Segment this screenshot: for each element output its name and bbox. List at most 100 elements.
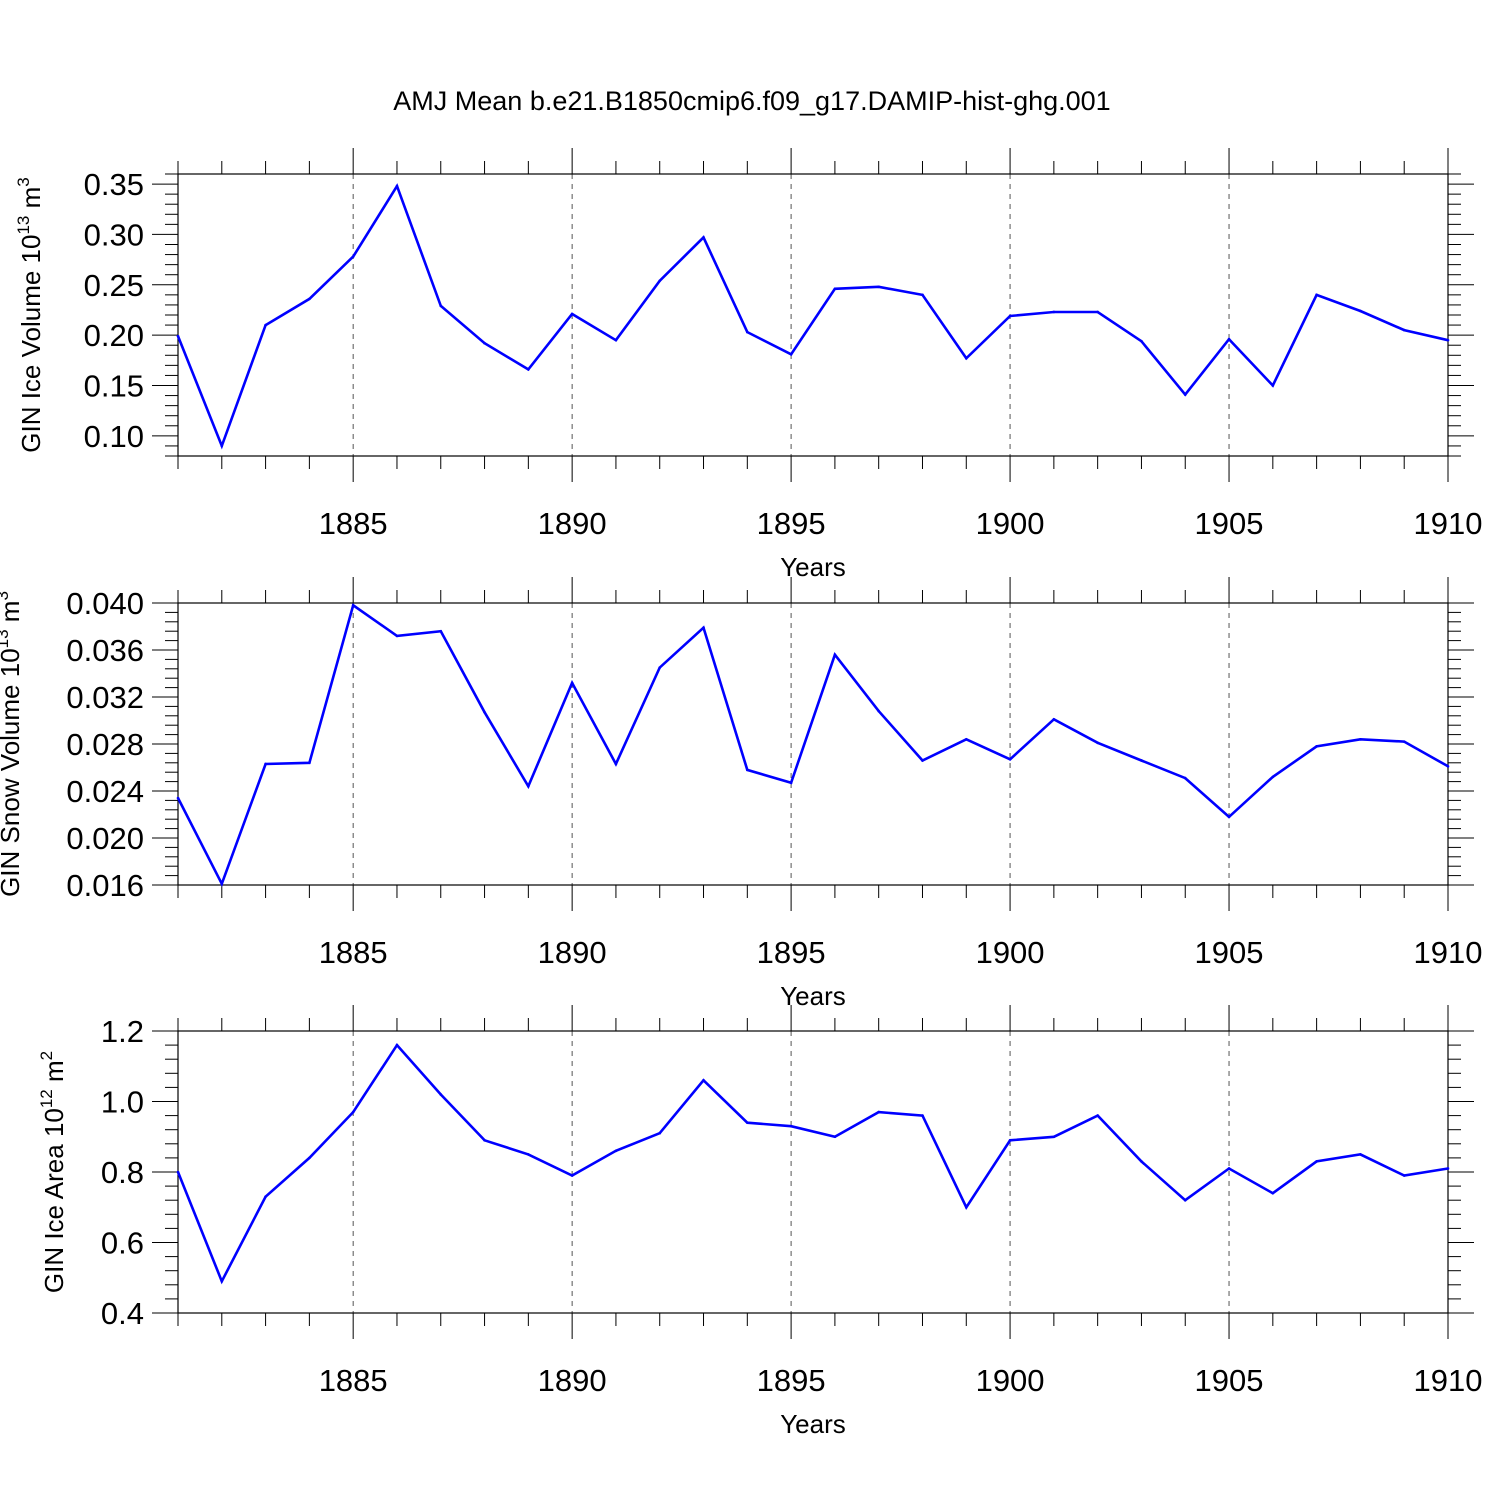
y-axis-title-unit: m — [39, 1060, 69, 1089]
data-point — [1227, 815, 1231, 819]
data-point — [1183, 776, 1187, 780]
y-tick-label: 1.2 — [101, 1014, 144, 1049]
data-point — [395, 184, 399, 188]
data-point — [1096, 310, 1099, 314]
y-tick-label: 0.20 — [84, 318, 144, 353]
data-point — [658, 666, 662, 669]
data-point — [1096, 741, 1099, 745]
data-point — [1359, 738, 1362, 741]
data-point — [877, 709, 880, 713]
x-axis-title: Years — [780, 1409, 846, 1439]
data-point — [220, 882, 224, 886]
data-point — [746, 768, 749, 772]
data-point — [220, 1279, 224, 1283]
data-point — [614, 338, 618, 342]
x-tick-label: 1895 — [757, 506, 826, 541]
chart-panel-3: 0.4 0.6 0.8 1.0 1.2 1885 1890 1895 1900 1905 1910 Y… — [37, 1005, 1482, 1439]
data-point — [570, 681, 574, 685]
data-point — [1402, 740, 1406, 743]
x-tick-label: 1900 — [976, 506, 1045, 541]
data-point — [176, 1170, 180, 1174]
chart-panel-2: 0.016 0.020 0.024 0.028 0.032 0.036 0.040 1885 1… — [0, 577, 1482, 1011]
data-point — [614, 1149, 618, 1153]
data-point — [1008, 314, 1012, 318]
data-point — [702, 236, 705, 239]
data-point — [789, 781, 793, 785]
data-point — [833, 653, 837, 656]
data-point — [439, 629, 443, 633]
x-tick-label: 1890 — [538, 506, 607, 541]
x-axis-title: Years — [780, 981, 846, 1011]
y-axis-title-exponent: 12 — [37, 1089, 56, 1108]
data-point — [570, 1174, 574, 1177]
y-axis-title-exponent: 13 — [14, 216, 33, 235]
y-tick-label: 0.8 — [101, 1155, 144, 1190]
y-axis-title-text: GIN Ice Area 10 — [39, 1108, 69, 1293]
y-tick-label: 0.016 — [66, 868, 144, 903]
data-point — [308, 1156, 311, 1160]
data-point — [1402, 1174, 1406, 1177]
x-tick-label: 1885 — [319, 1363, 388, 1398]
data-point — [483, 341, 486, 345]
y-axis-title-unit: m — [0, 601, 25, 630]
data-point — [921, 759, 924, 762]
data-point — [1315, 745, 1318, 748]
data-point — [746, 1121, 749, 1124]
x-axis-title: Years — [780, 552, 846, 582]
data-point — [746, 330, 749, 334]
data-point — [1446, 1167, 1450, 1170]
y-tick-label: 0.4 — [101, 1296, 144, 1331]
series-line — [176, 1042, 1449, 1285]
data-point — [1402, 328, 1406, 332]
data-point — [308, 297, 311, 301]
data-point — [1052, 1135, 1056, 1139]
data-point — [833, 1135, 837, 1139]
data-point — [921, 293, 924, 297]
data-point — [1008, 757, 1012, 761]
data-point — [395, 634, 399, 638]
x-tick-label: 1900 — [976, 1363, 1045, 1398]
y-tick-label: 0.35 — [84, 167, 144, 202]
data-point — [1227, 1167, 1231, 1170]
data-point — [877, 1110, 880, 1114]
x-tick-label: 1905 — [1195, 1363, 1264, 1398]
data-point — [439, 1093, 443, 1096]
data-point — [833, 287, 837, 291]
data-point — [527, 1153, 530, 1156]
data-point — [964, 357, 968, 360]
data-point — [658, 279, 662, 283]
data-point — [308, 761, 311, 765]
data-point — [1315, 293, 1318, 297]
data-point — [351, 255, 355, 258]
data-point — [1096, 1114, 1099, 1117]
data-point — [1052, 718, 1056, 721]
x-tick-label: 1890 — [538, 1363, 607, 1398]
y-tick-label: 0.15 — [84, 369, 144, 404]
data-point — [789, 1124, 793, 1128]
data-point — [964, 738, 968, 741]
data-point — [439, 304, 443, 308]
data-point — [1052, 310, 1056, 314]
data-point — [176, 334, 180, 338]
data-point — [351, 1110, 355, 1114]
data-point — [702, 626, 705, 629]
data-point — [702, 1079, 705, 1082]
y-tick-label: 0.036 — [66, 633, 144, 668]
data-point — [1140, 339, 1143, 343]
data-point — [1140, 1160, 1143, 1163]
data-point — [658, 1131, 662, 1135]
y-tick-label: 0.020 — [66, 821, 144, 856]
data-point — [1271, 384, 1275, 387]
data-point — [483, 710, 486, 714]
data-point — [964, 1205, 968, 1209]
data-point — [351, 604, 355, 607]
data-point — [1227, 337, 1231, 341]
data-point — [570, 312, 574, 316]
data-point — [264, 1195, 267, 1198]
x-tick-label: 1890 — [538, 935, 607, 970]
data-point — [1271, 1191, 1275, 1195]
data-point — [1315, 1160, 1318, 1163]
x-tick-label: 1905 — [1195, 506, 1264, 541]
y-axis-title-text: GIN Snow Volume 10 — [0, 648, 25, 897]
y-tick-label: 0.040 — [66, 586, 144, 621]
